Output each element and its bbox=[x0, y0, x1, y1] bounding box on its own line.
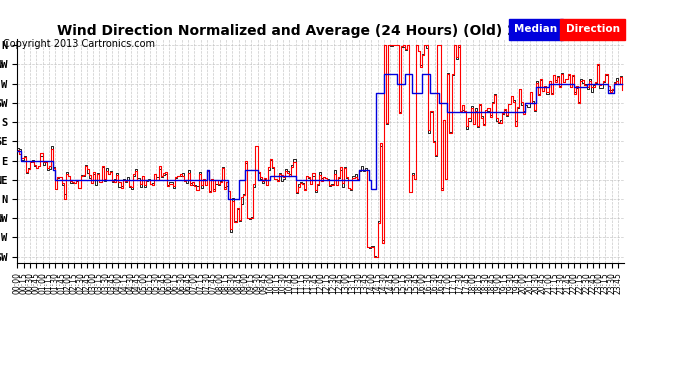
Text: Copyright 2013 Cartronics.com: Copyright 2013 Cartronics.com bbox=[3, 39, 155, 50]
Text: Direction: Direction bbox=[566, 24, 620, 34]
Title: Wind Direction Normalized and Average (24 Hours) (Old) 20130731: Wind Direction Normalized and Average (2… bbox=[57, 24, 584, 38]
Text: Median: Median bbox=[514, 24, 558, 34]
